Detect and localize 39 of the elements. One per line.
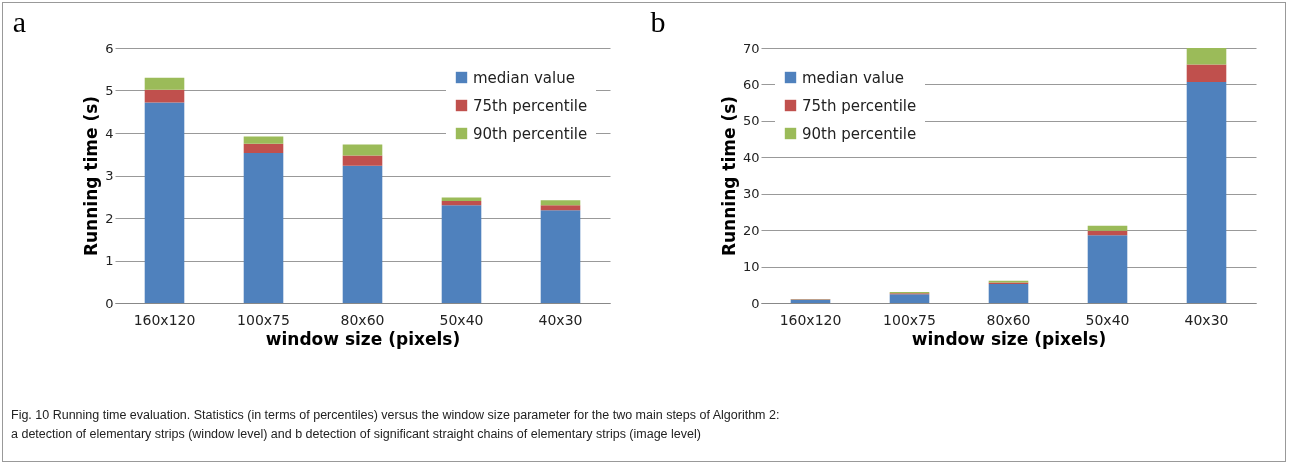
x-tick-label: 40x30 bbox=[1184, 311, 1229, 328]
y-tick-label: 60 bbox=[742, 76, 760, 92]
y-tick-label: 50 bbox=[742, 113, 760, 129]
y-tick-label: 0 bbox=[751, 295, 760, 311]
x-tick-label: 40x30 bbox=[538, 311, 583, 328]
x-tick-label: 50x40 bbox=[1085, 311, 1130, 328]
y-axis-title: Running time (s) bbox=[81, 95, 102, 257]
x-tick-label: 80x60 bbox=[340, 311, 385, 328]
chart-title: b bbox=[650, 5, 666, 38]
legend-label: median value bbox=[802, 68, 904, 87]
x-axis-title: window size (pixels) bbox=[265, 328, 461, 349]
x-axis-title: window size (pixels) bbox=[911, 328, 1107, 349]
x-tick-label: 160x120 bbox=[133, 311, 196, 328]
legend-label: median value bbox=[473, 68, 575, 87]
y-tick-label: 6 bbox=[105, 40, 114, 56]
y-tick-label: 10 bbox=[742, 259, 760, 275]
x-tick-label: 160x120 bbox=[779, 311, 842, 328]
legend-label: 90th percentile bbox=[802, 124, 917, 143]
y-tick-label: 4 bbox=[105, 125, 114, 141]
text: a detection of elementary strips (window level) and b detection of significant straight chains of elementary strips (image level) bbox=[11, 426, 702, 443]
y-tick-label: 1 bbox=[105, 253, 114, 268]
legend-label: 90th percentile bbox=[473, 124, 588, 143]
y-tick-label: 0 bbox=[105, 295, 114, 311]
y-tick-label: 20 bbox=[742, 222, 760, 238]
y-axis-title: Running time (s) bbox=[718, 95, 739, 257]
legend-label: 75th percentile bbox=[473, 96, 588, 115]
y-tick-label: 40 bbox=[742, 149, 760, 165]
y-tick-label: 3 bbox=[105, 168, 114, 183]
caption: Fig. 10 Running time evaluation. Statistics (in terms of percentiles) versus the window size parameter for the two main steps of Algorithm 2: bbox=[11, 407, 781, 424]
x-tick-label: 80x60 bbox=[986, 311, 1031, 328]
x-tick-label: 100x75 bbox=[883, 311, 936, 328]
legend-label: 75th percentile bbox=[802, 96, 917, 115]
y-tick-label: 70 bbox=[742, 40, 760, 56]
y-tick-label: 5 bbox=[105, 83, 114, 98]
x-tick-label: 50x40 bbox=[439, 311, 484, 328]
x-tick-label: 100x75 bbox=[237, 311, 290, 328]
chart-title: a bbox=[12, 5, 27, 38]
y-tick-label: 30 bbox=[742, 186, 760, 202]
y-tick-label: 2 bbox=[105, 210, 114, 226]
